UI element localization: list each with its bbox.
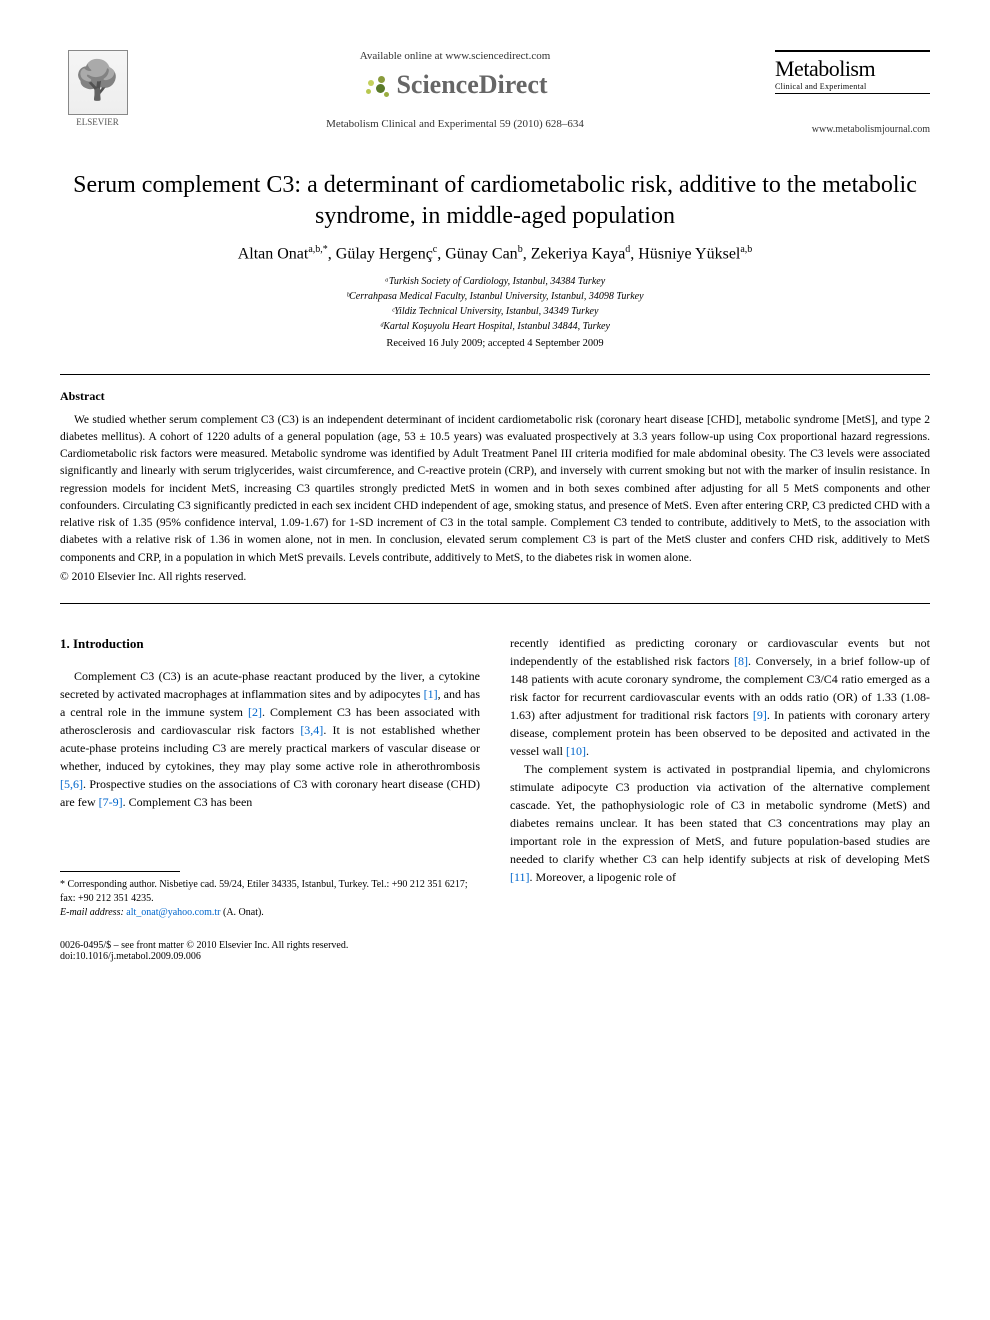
divider-bottom (60, 603, 930, 604)
ref-link-7-9[interactable]: [7-9] (99, 795, 123, 809)
intro-paragraph-1-cont: recently identified as predicting corona… (510, 634, 930, 760)
abstract-heading: Abstract (60, 389, 930, 404)
footer-copyright: 0026-0495/$ – see front matter © 2010 El… (60, 940, 348, 951)
introduction-heading: 1. Introduction (60, 634, 480, 654)
elsevier-tree-icon (68, 50, 128, 115)
center-header: Available online at www.sciencedirect.co… (135, 50, 775, 130)
corresponding-author-footnote: * Corresponding author. Nisbetiye cad. 5… (60, 878, 480, 906)
journal-badge: Metabolism Clinical and Experimental www… (775, 50, 930, 135)
authors-line: Altan Onata,b,*, Gülay Hergençc, Günay C… (60, 244, 930, 263)
journal-url: www.metabolismjournal.com (775, 124, 930, 135)
intro-paragraph-1: Complement C3 (C3) is an acute-phase rea… (60, 667, 480, 811)
body-columns: 1. Introduction Complement C3 (C3) is an… (60, 634, 930, 921)
article-title: Serum complement C3: a determinant of ca… (60, 170, 930, 232)
ref-link-1[interactable]: [1] (424, 687, 438, 701)
ref-link-3-4[interactable]: [3,4] (300, 723, 323, 737)
ref-link-5-6[interactable]: [5,6] (60, 777, 83, 791)
elsevier-logo: ELSEVIER (60, 50, 135, 127)
journal-subtitle: Clinical and Experimental (775, 82, 930, 91)
article-dates: Received 16 July 2009; accepted 4 Septem… (60, 338, 930, 349)
sciencedirect-text: ScienceDirect (396, 70, 547, 99)
affiliation-b: ᵇCerrahpasa Medical Faculty, Istanbul Un… (60, 289, 930, 304)
sciencedirect-dots-icon (362, 74, 392, 100)
affiliations: ᵃTurkish Society of Cardiology, Istanbul… (60, 274, 930, 334)
journal-name: Metabolism (775, 56, 930, 82)
affiliation-c: ᶜYildiz Technical University, Istanbul, … (60, 304, 930, 319)
available-online-text: Available online at www.sciencedirect.co… (155, 50, 755, 62)
elsevier-label: ELSEVIER (60, 117, 135, 127)
ref-link-2[interactable]: [2] (248, 705, 262, 719)
email-label: E-mail address: (60, 907, 124, 918)
ref-link-10[interactable]: [10] (566, 744, 586, 758)
email-link[interactable]: alt_onat@yahoo.com.tr (126, 907, 220, 918)
journal-citation: Metabolism Clinical and Experimental 59 … (155, 118, 755, 130)
column-right: recently identified as predicting corona… (510, 634, 930, 921)
footer-container: 0026-0495/$ – see front matter © 2010 El… (60, 940, 348, 962)
intro-paragraph-2: The complement system is activated in po… (510, 760, 930, 886)
footer-doi: doi:10.1016/j.metabol.2009.09.006 (60, 951, 348, 962)
page-footer: 0026-0495/$ – see front matter © 2010 El… (60, 940, 930, 962)
footnote-separator (60, 871, 180, 872)
ref-link-9[interactable]: [9] (753, 708, 767, 722)
page-header: ELSEVIER Available online at www.science… (60, 50, 930, 135)
abstract-copyright: © 2010 Elsevier Inc. All rights reserved… (60, 571, 930, 583)
affiliation-a: ᵃTurkish Society of Cardiology, Istanbul… (60, 274, 930, 289)
ref-link-11[interactable]: [11] (510, 870, 530, 884)
email-person: (A. Onat). (223, 907, 264, 918)
affiliation-d: ᵈKartal Koşuyolu Heart Hospital, Istanbu… (60, 319, 930, 334)
abstract-body: We studied whether serum complement C3 (… (60, 412, 930, 567)
ref-link-8[interactable]: [8] (734, 654, 748, 668)
email-footnote: E-mail address: alt_onat@yahoo.com.tr (A… (60, 906, 480, 920)
divider-top (60, 374, 930, 375)
column-left: 1. Introduction Complement C3 (C3) is an… (60, 634, 480, 921)
sciencedirect-logo: ScienceDirect (155, 70, 755, 100)
